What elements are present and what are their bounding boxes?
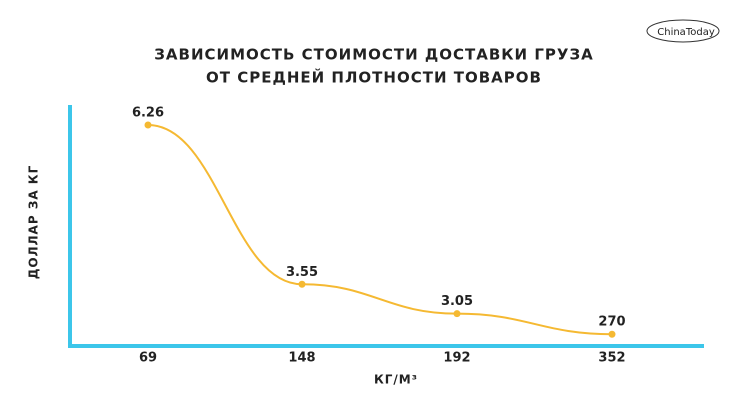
value-label: 270: [598, 315, 625, 330]
x-tick-label: 352: [598, 351, 625, 366]
chart-title: ЗАВИСИМОСТЬ СТОИМОСТИ ДОСТАВКИ ГРУЗА: [154, 46, 593, 64]
point: [144, 121, 152, 129]
x-axis-label: КГ/М³: [374, 373, 418, 387]
value-label: 3.05: [441, 294, 473, 309]
x-tick-label: 192: [443, 351, 470, 366]
value-label: 6.26: [132, 105, 164, 120]
x-tick-label: 69: [139, 351, 157, 366]
logo-ring: [646, 19, 720, 43]
x-tick-label: 148: [288, 351, 315, 366]
point: [453, 310, 461, 318]
point: [608, 330, 616, 338]
y-axis-label: ДОЛЛАР ЗА КГ: [27, 165, 41, 280]
logo: ChinaToday: [657, 27, 715, 38]
value-label: 3.55: [286, 265, 318, 280]
line: [147, 123, 613, 336]
point: [298, 280, 306, 288]
chart-title: ОТ СРЕДНЕЙ ПЛОТНОСТИ ТОВАРОВ: [206, 68, 542, 87]
